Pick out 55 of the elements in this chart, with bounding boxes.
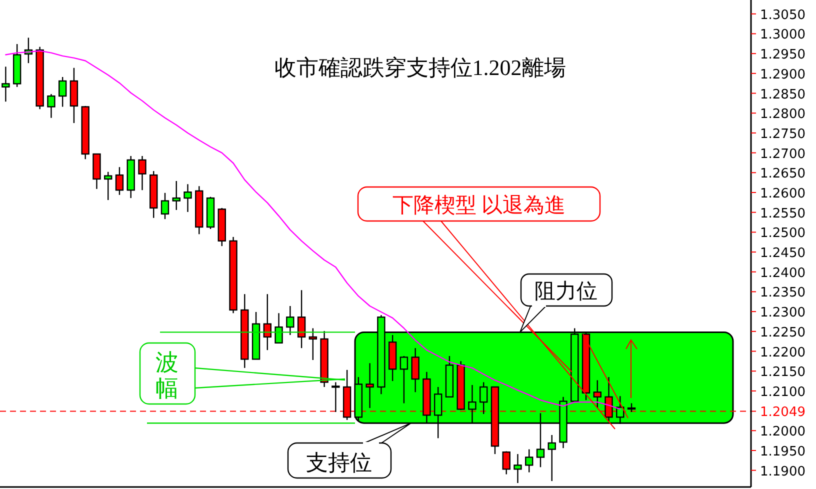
annotation: 支持位 bbox=[306, 450, 372, 475]
candlestick bbox=[400, 355, 408, 404]
candlestick bbox=[480, 382, 488, 415]
annotation: 阻力位 bbox=[534, 279, 598, 303]
candlestick bbox=[536, 412, 545, 468]
candlestick bbox=[514, 453, 522, 484]
candlestick bbox=[104, 171, 112, 201]
candlestick bbox=[172, 180, 180, 211]
y-tick-label: 1.2200 bbox=[760, 345, 806, 360]
candlestick bbox=[411, 347, 420, 393]
candlestick bbox=[525, 448, 534, 473]
y-tick-label: 1.2850 bbox=[760, 87, 806, 102]
y-tick-label: 1.2300 bbox=[760, 306, 806, 321]
candlestick bbox=[297, 290, 306, 349]
y-tick-label: 1.2600 bbox=[760, 186, 806, 202]
candlestick bbox=[593, 380, 602, 409]
y-tick-label: 1.3050 bbox=[760, 8, 806, 23]
y-tick-label: 1.2550 bbox=[760, 206, 806, 222]
y-tick-label: 1.2250 bbox=[760, 325, 806, 340]
y-tick-label: 1.1950 bbox=[760, 444, 806, 460]
candlestick bbox=[138, 155, 146, 191]
y-tick-label: 1.2100 bbox=[760, 384, 806, 400]
y-tick-label: 1.2450 bbox=[760, 246, 806, 262]
y-tick-label: 1.2400 bbox=[760, 266, 806, 281]
text: 收市確認跌穿支持位1.202離場 bbox=[274, 55, 566, 80]
y-tick-label: 1.2750 bbox=[760, 126, 806, 142]
candlestick bbox=[160, 192, 170, 220]
candlestick bbox=[468, 384, 476, 424]
y-tick-label: 1.2000 bbox=[760, 424, 806, 440]
candlestick bbox=[548, 434, 556, 482]
candlestick bbox=[286, 305, 294, 336]
y-tick-label: 1.1900 bbox=[760, 464, 806, 480]
candlestick bbox=[366, 362, 374, 409]
y-tick-label: 1.3000 bbox=[760, 28, 806, 43]
y-tick-label: 1.2350 bbox=[760, 286, 806, 301]
candlestick bbox=[58, 76, 67, 108]
candlestick bbox=[308, 328, 318, 361]
y-tick-label: 1.2500 bbox=[760, 226, 806, 242]
candlestick bbox=[434, 386, 442, 439]
candlestick bbox=[332, 382, 340, 413]
y-tick-label: 1.2150 bbox=[760, 365, 806, 380]
annotation: 下降楔型 以退為進 bbox=[392, 193, 566, 217]
annotation: 波幅 bbox=[156, 350, 178, 401]
candlestick bbox=[2, 66, 10, 102]
y-tick-label: 1.2800 bbox=[760, 107, 806, 122]
candlestick bbox=[502, 450, 510, 475]
y-tick-label: 1.2650 bbox=[760, 166, 806, 182]
candlestick bbox=[47, 93, 56, 118]
candlestick bbox=[184, 184, 192, 213]
candlestick bbox=[115, 166, 124, 196]
y-tick-label: 1.2950 bbox=[760, 48, 806, 63]
y-tick-label: 1.2700 bbox=[760, 146, 806, 162]
ref-line-label: 1.2049 bbox=[760, 405, 806, 420]
candlestick bbox=[274, 312, 283, 344]
y-tick-label: 1.2900 bbox=[760, 67, 806, 82]
